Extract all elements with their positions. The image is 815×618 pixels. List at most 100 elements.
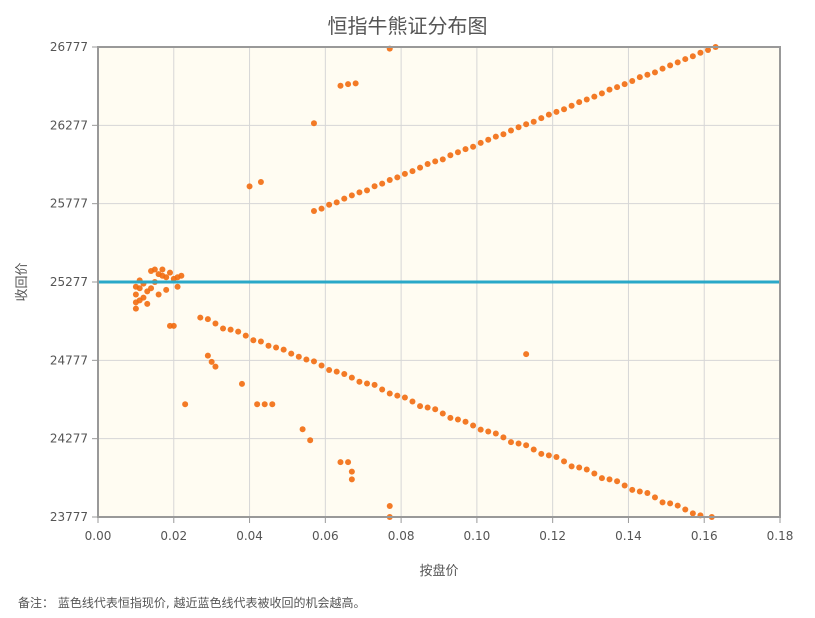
data-point: [485, 428, 492, 435]
data-point: [667, 500, 674, 507]
data-point: [197, 314, 204, 321]
data-point: [163, 274, 170, 281]
x-tick-label: 0.16: [691, 529, 718, 543]
data-point: [166, 269, 173, 276]
data-point: [182, 401, 189, 408]
data-point: [310, 358, 317, 365]
data-point: [401, 394, 408, 401]
data-point: [561, 106, 568, 113]
data-point: [523, 442, 530, 449]
x-tick-label: 0.14: [615, 529, 642, 543]
data-point: [507, 439, 514, 446]
data-point: [598, 475, 605, 482]
data-point: [689, 53, 696, 60]
data-point: [530, 118, 537, 125]
data-point: [212, 320, 219, 327]
data-point: [598, 90, 605, 97]
data-point: [492, 430, 499, 437]
data-point: [644, 71, 651, 78]
data-point: [303, 356, 310, 363]
data-point: [538, 115, 545, 122]
data-point: [689, 510, 696, 517]
data-point: [212, 363, 219, 370]
data-point: [545, 452, 552, 459]
data-point: [379, 386, 386, 393]
data-point: [257, 179, 264, 186]
data-point: [674, 59, 681, 66]
data-point: [151, 266, 158, 273]
data-point: [417, 164, 424, 171]
data-point: [333, 199, 340, 206]
data-point: [235, 328, 242, 335]
data-point: [447, 152, 454, 159]
data-point: [364, 380, 371, 387]
data-point: [568, 102, 575, 109]
data-point: [246, 183, 253, 190]
data-point: [644, 490, 651, 497]
data-point: [144, 300, 151, 307]
data-point: [136, 285, 143, 292]
data-point: [409, 168, 416, 175]
data-point: [454, 416, 461, 423]
points: [132, 44, 719, 520]
data-point: [621, 81, 628, 88]
data-point: [629, 486, 636, 493]
data-point: [280, 346, 287, 353]
data-point: [148, 285, 155, 292]
data-point: [515, 440, 522, 447]
data-point: [348, 468, 355, 475]
data-point: [310, 120, 317, 127]
data-point: [470, 143, 477, 150]
data-point: [576, 99, 583, 106]
data-point: [254, 401, 261, 408]
data-point: [170, 322, 177, 329]
data-point: [356, 189, 363, 196]
data-point: [220, 325, 227, 332]
data-point: [345, 459, 352, 466]
data-point: [261, 401, 268, 408]
data-point: [424, 161, 431, 168]
data-point: [326, 367, 333, 374]
data-point: [386, 390, 393, 397]
data-point: [583, 96, 590, 103]
data-point: [659, 65, 666, 72]
y-tick-label: 25777: [50, 197, 88, 211]
data-point: [386, 177, 393, 184]
data-point: [515, 124, 522, 131]
data-point: [250, 337, 257, 344]
data-point: [470, 422, 477, 429]
data-point: [288, 350, 295, 357]
data-point: [273, 344, 280, 351]
data-point: [352, 80, 359, 87]
data-point: [614, 84, 621, 91]
data-point: [295, 353, 302, 360]
data-point: [583, 466, 590, 473]
data-point: [530, 446, 537, 453]
data-point: [364, 187, 371, 194]
x-axis-label: 按盘价: [419, 563, 458, 579]
data-point: [576, 464, 583, 471]
data-point: [545, 111, 552, 118]
data-point: [424, 404, 431, 411]
data-point: [307, 437, 314, 444]
data-point: [174, 283, 181, 290]
data-point: [371, 381, 378, 388]
data-point: [333, 368, 340, 375]
data-point: [163, 286, 170, 293]
data-point: [140, 294, 147, 301]
data-point: [348, 476, 355, 483]
y-axis-label: 收回价: [15, 262, 30, 301]
data-point: [310, 208, 317, 215]
y-tick-label: 26277: [50, 118, 88, 132]
data-point: [591, 470, 598, 477]
x-tick-label: 0.06: [312, 529, 339, 543]
data-point: [394, 392, 401, 399]
data-point: [265, 342, 272, 349]
y-tick-label: 24777: [50, 353, 88, 367]
x-tick-label: 0.12: [539, 529, 566, 543]
data-point: [523, 351, 530, 358]
data-point: [621, 482, 628, 489]
data-point: [492, 133, 499, 140]
data-point: [238, 380, 245, 387]
